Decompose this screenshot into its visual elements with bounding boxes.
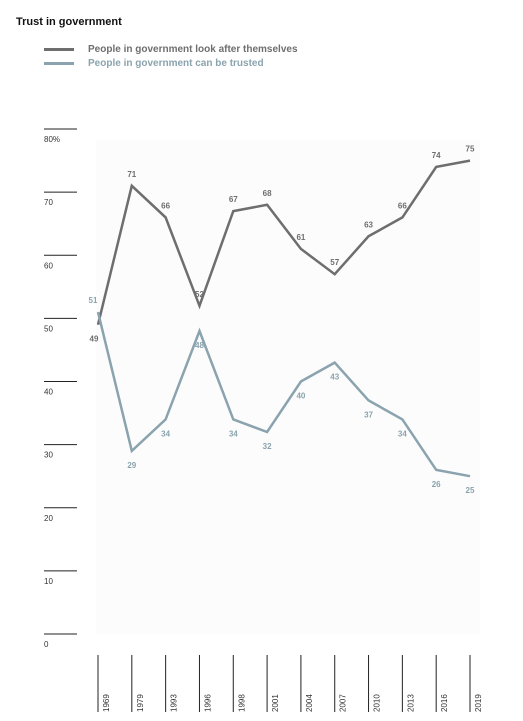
legend-label-can-be-trusted: People in government can be trusted (88, 58, 264, 69)
data-label: 52 (195, 290, 204, 299)
data-label: 40 (296, 392, 305, 401)
data-label: 34 (398, 429, 407, 438)
x-tick-label: 1969 (102, 694, 111, 712)
data-label: 75 (466, 145, 475, 154)
x-tick-label: 1979 (136, 694, 145, 712)
x-tick-label: 2007 (339, 694, 348, 712)
data-label: 66 (398, 201, 407, 210)
legend-label-look-after-themselves: People in government look after themselv… (88, 44, 298, 55)
y-tick-label: 0 (44, 640, 49, 649)
data-label: 25 (466, 486, 475, 495)
y-tick-label: 40 (44, 388, 53, 397)
data-label: 48 (195, 341, 204, 350)
x-tick-label: 2001 (271, 694, 280, 712)
legend-swatch-can-be-trusted (44, 62, 74, 65)
series-line-can-be-trusted (96, 311, 471, 478)
data-label: 51 (89, 296, 98, 305)
data-label: 26 (432, 480, 441, 489)
data-label: 34 (229, 429, 238, 438)
y-tick-label: 60 (44, 261, 53, 270)
x-tick-label: 2010 (373, 694, 382, 712)
data-label: 74 (432, 151, 441, 160)
y-tick-label: 20 (44, 514, 53, 523)
legend-item-can-be-trusted: People in government can be trusted (44, 58, 264, 69)
x-tick-label: 2004 (305, 694, 314, 712)
x-tick-label: 2016 (440, 694, 449, 712)
x-tick-label: 1993 (170, 694, 179, 712)
data-label: 68 (263, 189, 272, 198)
data-label: 49 (90, 335, 99, 344)
x-tick-label: 2013 (406, 694, 415, 712)
y-tick-label: 70 (44, 198, 53, 207)
data-label: 37 (364, 410, 373, 419)
data-label: 67 (229, 195, 238, 204)
x-tick-label: 1996 (203, 694, 212, 712)
data-label: 66 (161, 201, 170, 210)
data-label: 29 (127, 461, 136, 470)
y-tick-label: 50 (44, 324, 53, 333)
data-label: 34 (161, 429, 170, 438)
y-tick-label: 10 (44, 577, 53, 586)
data-label: 57 (330, 258, 339, 267)
data-label: 43 (330, 373, 339, 382)
data-label: 32 (263, 442, 272, 451)
legend-item-look-after-themselves: People in government look after themselv… (44, 44, 298, 55)
x-tick-label: 1998 (237, 694, 246, 712)
data-label: 61 (296, 233, 305, 242)
series-line-look-after-themselves (96, 159, 471, 325)
plot-area (96, 140, 480, 634)
data-label: 71 (127, 170, 136, 179)
legend-swatch-look-after-themselves (44, 48, 74, 51)
data-label: 63 (364, 220, 373, 229)
chart-title: Trust in government (16, 16, 122, 28)
y-tick-label: 30 (44, 451, 53, 460)
y-tick-label: 80% (44, 135, 60, 144)
x-tick-label: 2019 (474, 694, 483, 712)
